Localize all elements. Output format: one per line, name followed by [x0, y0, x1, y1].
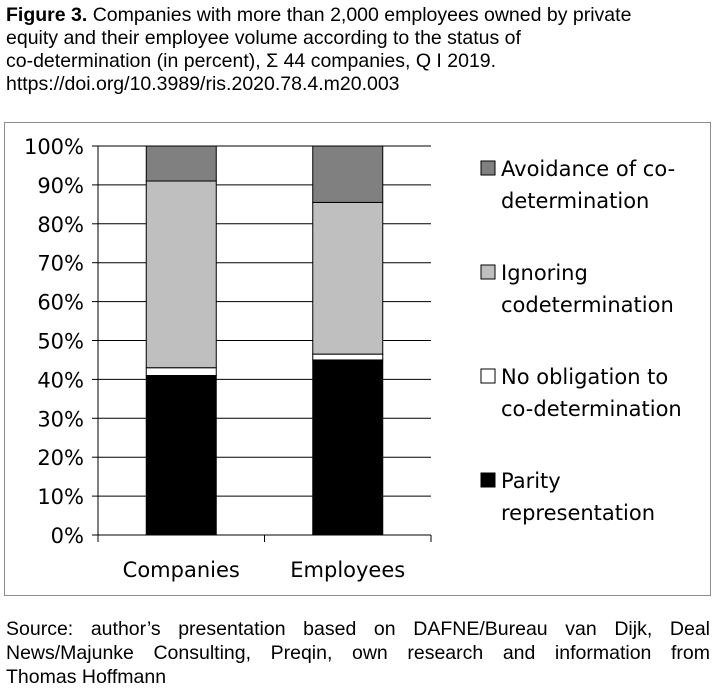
caption-line-2: equity and their employee volume accordi… — [6, 27, 521, 49]
legend-swatch — [480, 472, 496, 488]
legend-label: codetermination — [501, 293, 674, 317]
y-tick-label: 30% — [37, 407, 84, 431]
stacked-bar-chart: 0% 10% 20% 30% 40% 50% 60% 70% 80% 90% 100% Compani… — [24, 135, 682, 582]
legend-label: co-determination — [501, 397, 682, 421]
y-tick-label: 50% — [37, 330, 84, 354]
y-tick-label: 80% — [37, 213, 84, 237]
legend-swatch — [480, 368, 496, 384]
legend-swatch — [480, 160, 496, 176]
bar-segment — [145, 367, 217, 377]
legend-label: determination — [501, 189, 649, 213]
source-line-3: Thomas Hoffmann — [6, 666, 167, 688]
y-tick-label: 70% — [37, 252, 84, 276]
source-line-2: News/Majunke Consulting, Preqin, own res… — [6, 642, 710, 664]
caption-line-3: co-determination (in percent), Σ 44 comp… — [6, 50, 497, 72]
y-tick-label: 90% — [37, 174, 84, 198]
legend-label: Ignoring — [501, 261, 588, 285]
y-tick-label: 60% — [37, 291, 84, 315]
chart-frame: 0% 10% 20% 30% 40% 50% 60% 70% 80% 90% 100% Compani… — [4, 122, 711, 596]
legend-swatch — [480, 264, 496, 280]
source-line-1: Source: author’s presentation based on D… — [6, 618, 710, 640]
bar-segment — [312, 201, 384, 355]
y-tick-label: 40% — [37, 368, 84, 392]
source-note: Source: author’s presentation based on D… — [6, 617, 710, 665]
bar-segment — [145, 145, 217, 182]
figure-label: Figure 3. — [6, 4, 88, 26]
bar-segment — [145, 180, 217, 369]
y-tick-label: 10% — [37, 485, 84, 509]
bar-segment — [312, 353, 384, 361]
x-category-label: Companies — [123, 558, 240, 582]
bar-segment — [145, 375, 217, 536]
legend-label: representation — [501, 501, 655, 525]
legend-label: Avoidance of co- — [501, 157, 675, 181]
caption-doi-link[interactable]: https://doi.org/10.3989/ris.2020.78.4.m2… — [6, 73, 400, 95]
bar-segment — [312, 359, 384, 536]
y-tick-label: 0% — [51, 524, 84, 548]
x-category-label: Employees — [290, 558, 405, 582]
figure-caption: Figure 3. Companies with more than 2,000… — [6, 4, 712, 96]
legend-label: Parity — [501, 469, 561, 493]
y-tick-label: 100% — [24, 135, 84, 159]
y-tick-label: 20% — [37, 446, 84, 470]
legend-label: No obligation to — [501, 365, 668, 389]
bar-segment — [312, 145, 384, 203]
caption-line-1: Companies with more than 2,000 employees… — [92, 4, 632, 26]
